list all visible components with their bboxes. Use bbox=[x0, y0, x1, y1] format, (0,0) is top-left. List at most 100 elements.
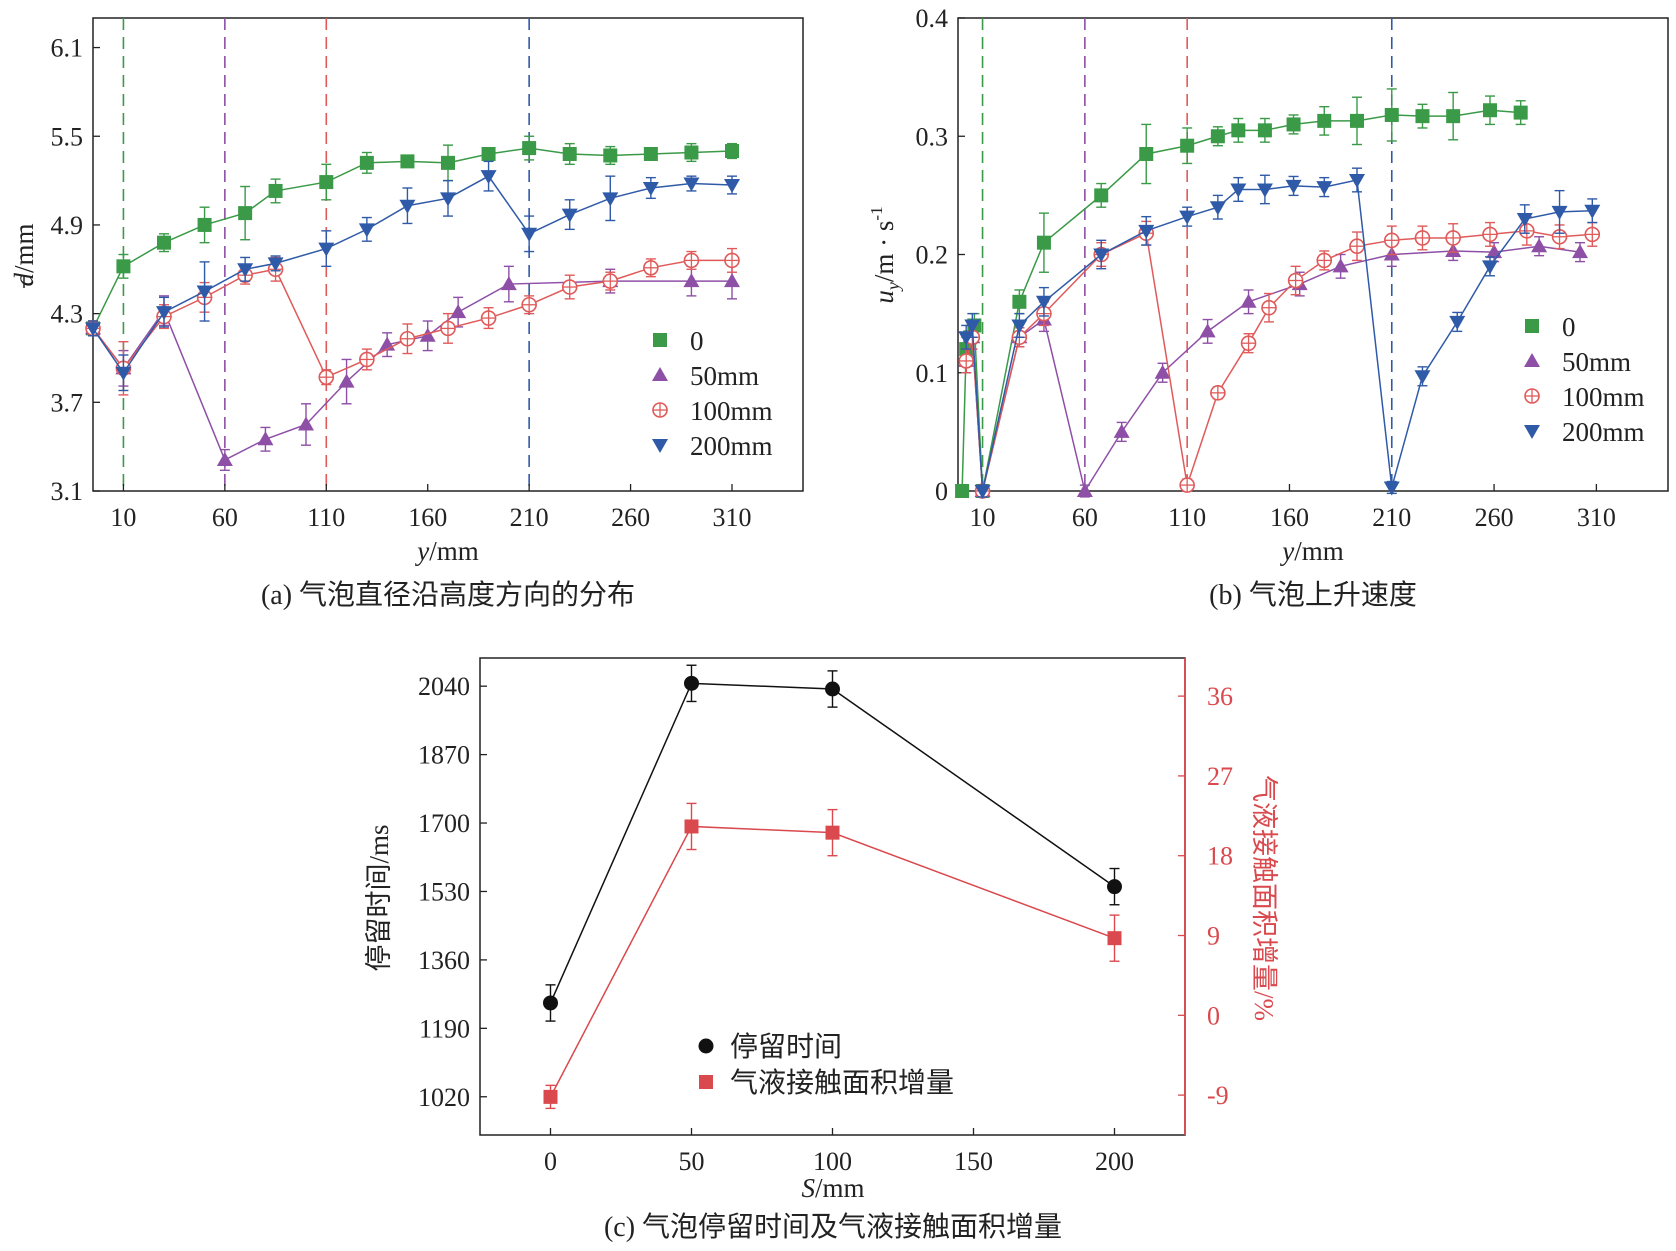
y-tick-label: 5.5 bbox=[51, 122, 84, 151]
y-tick-label: 1700 bbox=[418, 809, 470, 838]
x-tick-label: 110 bbox=[1168, 503, 1206, 532]
legend-label: 50mm bbox=[690, 361, 759, 391]
y-tick-label: 0.1 bbox=[916, 359, 949, 388]
legend-label: 0 bbox=[690, 326, 704, 356]
data-point bbox=[1012, 294, 1027, 309]
data-point bbox=[85, 322, 101, 337]
data-point bbox=[964, 319, 981, 334]
data-point bbox=[1107, 879, 1122, 895]
series-停留时间 bbox=[543, 664, 1122, 1022]
data-point bbox=[1482, 226, 1498, 243]
series-line bbox=[549, 825, 1115, 1098]
series-line bbox=[549, 682, 1115, 1004]
data-point bbox=[399, 330, 416, 347]
data-point bbox=[1584, 226, 1601, 243]
data-point bbox=[958, 331, 975, 346]
data-point bbox=[480, 310, 497, 326]
data-point bbox=[338, 373, 355, 388]
data-point bbox=[1257, 123, 1272, 138]
series-气液接触面积增量 bbox=[543, 802, 1122, 1110]
data-point bbox=[1180, 138, 1195, 153]
data-point bbox=[440, 192, 456, 207]
data-point bbox=[683, 252, 700, 269]
data-point bbox=[724, 252, 740, 269]
x-tick-label: 310 bbox=[1577, 503, 1616, 532]
y-tick-label: 1530 bbox=[418, 877, 470, 906]
data-point bbox=[1317, 113, 1332, 128]
data-point bbox=[268, 183, 283, 198]
x-axis-label: y/mm bbox=[1279, 536, 1344, 566]
data-point bbox=[684, 819, 699, 834]
data-point bbox=[643, 146, 658, 161]
data-point bbox=[238, 206, 253, 221]
data-point bbox=[974, 485, 991, 499]
y-tick-label: 1190 bbox=[419, 1014, 470, 1043]
data-point bbox=[724, 179, 740, 194]
data-point bbox=[1261, 299, 1277, 316]
data-point bbox=[643, 260, 659, 276]
data-point bbox=[359, 155, 374, 170]
legend-label: 100mm bbox=[1562, 382, 1645, 412]
data-point bbox=[1240, 293, 1257, 308]
data-point bbox=[543, 995, 558, 1011]
data-point bbox=[1414, 370, 1431, 385]
y2-tick-label: -9 bbox=[1207, 1081, 1229, 1110]
y2-tick-label: 18 bbox=[1207, 842, 1233, 871]
y2-tick-label: 9 bbox=[1207, 922, 1220, 951]
data-point bbox=[684, 675, 699, 691]
data-point bbox=[1154, 364, 1171, 379]
y-tick-label: 3.1 bbox=[51, 477, 84, 506]
y2-tick-label: 0 bbox=[1207, 1001, 1220, 1030]
y-tick-label: 1870 bbox=[418, 741, 470, 770]
data-point bbox=[257, 431, 274, 446]
plot-frame bbox=[92, 17, 804, 492]
data-point bbox=[602, 192, 619, 207]
series-line bbox=[92, 259, 732, 379]
data-point bbox=[197, 217, 212, 232]
x-tick-label: 10 bbox=[110, 503, 136, 532]
legend-label: 200mm bbox=[690, 431, 773, 461]
data-point bbox=[1199, 323, 1216, 338]
legend-marker bbox=[1524, 353, 1540, 367]
data-point bbox=[319, 175, 334, 190]
chart-b: 10 60 110 160 210 260 310 0 0.1 0.2 0.3 0.4 0 50mm 100… bbox=[867, 4, 1669, 611]
caption: (c) 气泡停留时间及气液接触面积增量 bbox=[604, 1211, 1062, 1243]
data-point bbox=[1179, 477, 1195, 493]
data-point bbox=[1210, 129, 1225, 144]
series-line bbox=[965, 245, 1581, 493]
data-point bbox=[400, 154, 415, 169]
legend-marker bbox=[1525, 319, 1539, 333]
chart-c: 0 50 100 150 200 1020 1190 1360 1530 1700 1870 2040… bbox=[364, 657, 1279, 1243]
data-point bbox=[1349, 113, 1364, 128]
data-point bbox=[1231, 123, 1246, 138]
y-tick-label: 2040 bbox=[418, 672, 470, 701]
legend-label: 50mm bbox=[1562, 347, 1631, 377]
data-point bbox=[359, 351, 375, 368]
x-tick-label: 110 bbox=[307, 503, 345, 532]
y-tick-label: 4.9 bbox=[51, 211, 84, 240]
series-0 bbox=[86, 135, 739, 337]
data-point bbox=[298, 416, 314, 431]
data-point bbox=[683, 273, 700, 288]
data-point bbox=[603, 148, 618, 163]
data-point bbox=[1446, 109, 1461, 124]
x-tick-label: 10 bbox=[970, 503, 996, 532]
data-point bbox=[724, 273, 740, 288]
data-point bbox=[958, 353, 974, 369]
data-point bbox=[1482, 103, 1497, 118]
data-point bbox=[1519, 223, 1535, 239]
y2-tick-label: 27 bbox=[1207, 762, 1233, 791]
data-point bbox=[1113, 423, 1130, 438]
legend-marker bbox=[699, 1075, 713, 1089]
data-point bbox=[1445, 230, 1461, 246]
y-axis-label: uy/m · s-1 bbox=[867, 206, 903, 303]
series-200mm bbox=[958, 167, 1601, 499]
y-tick-label: 1360 bbox=[418, 946, 470, 975]
y-tick-label: 0 bbox=[935, 477, 948, 506]
x-tick-label: 0 bbox=[544, 1147, 557, 1176]
data-point bbox=[561, 279, 578, 295]
data-point bbox=[1036, 235, 1051, 250]
series-200mm bbox=[85, 160, 740, 392]
data-point bbox=[1035, 295, 1052, 310]
data-point bbox=[196, 285, 213, 300]
